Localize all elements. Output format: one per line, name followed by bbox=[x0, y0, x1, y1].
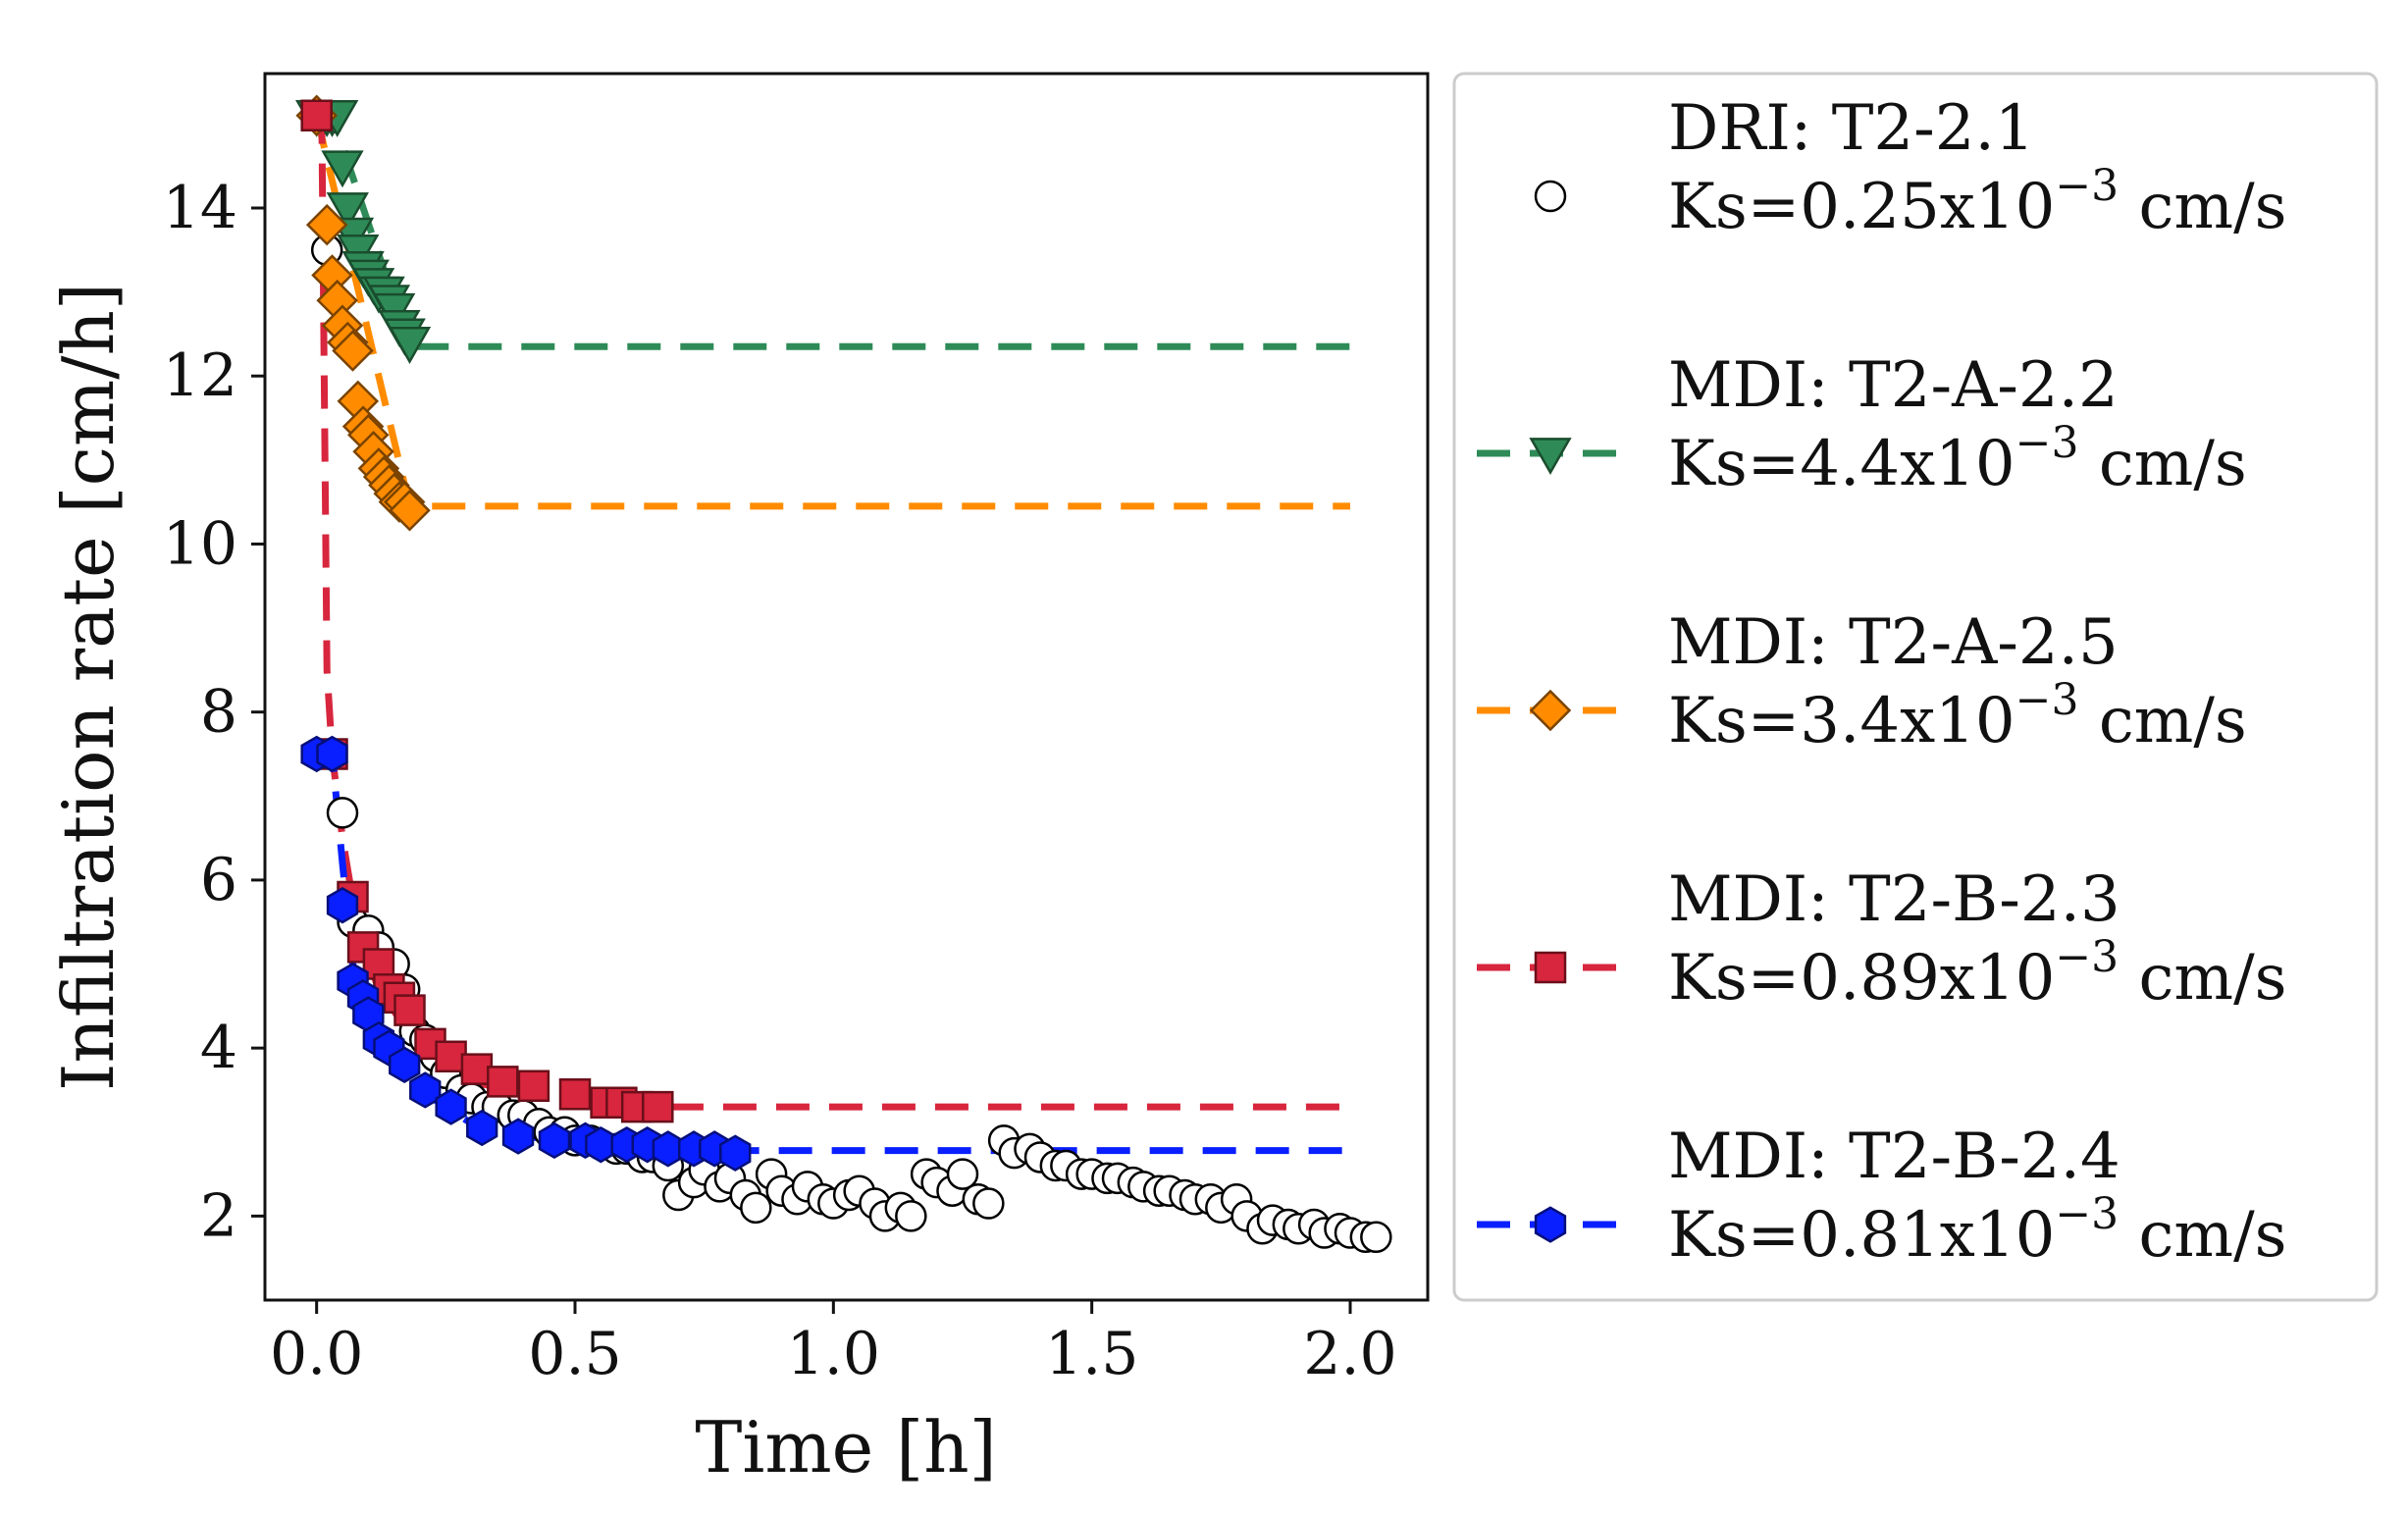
legend-series-name-0: DRI: T2-2.1 bbox=[1668, 92, 2035, 165]
series-1-point bbox=[321, 150, 364, 188]
x-tick-label: 0.5 bbox=[528, 1320, 621, 1388]
series-0-point bbox=[326, 797, 359, 829]
legend-ks-4: Ks=0.81x10−3 cm/s bbox=[1668, 1189, 2286, 1272]
legend-ks-3: Ks=0.89x10−3 cm/s bbox=[1668, 932, 2286, 1015]
series-3-point bbox=[487, 1066, 519, 1098]
legend-marker-0 bbox=[1534, 180, 1567, 213]
series-0-point bbox=[946, 1158, 979, 1190]
y-axis-label: Infiltration rate [cm/h] bbox=[47, 283, 130, 1091]
legend-marker-4 bbox=[1534, 1206, 1567, 1243]
series-1-fit-line bbox=[316, 112, 1350, 350]
y-tick-label: 2 bbox=[200, 1181, 237, 1250]
y-tick-label: 6 bbox=[200, 846, 237, 914]
series-3-fit-line bbox=[316, 112, 1350, 1111]
series-1-point bbox=[388, 327, 432, 365]
legend-ks-2: Ks=3.4x10−3 cm/s bbox=[1668, 675, 2247, 757]
y-tick-label: 10 bbox=[163, 509, 237, 578]
legend-ks-1: Ks=4.4x10−3 cm/s bbox=[1668, 418, 2247, 500]
series-2-point bbox=[305, 203, 348, 246]
legend-marker-3 bbox=[1534, 951, 1567, 984]
series-0-point bbox=[740, 1191, 772, 1225]
series-2-fit-line bbox=[313, 114, 1350, 510]
series-0-point bbox=[972, 1187, 1005, 1220]
series-4-point bbox=[326, 886, 359, 924]
series-0-point bbox=[1360, 1221, 1392, 1254]
y-tick-label: 4 bbox=[200, 1014, 237, 1082]
series-4-point bbox=[409, 1071, 442, 1109]
series-3-point bbox=[300, 99, 333, 132]
y-tick-label: 8 bbox=[200, 678, 237, 747]
y-tick-label: 12 bbox=[163, 341, 237, 410]
series-0-point bbox=[895, 1200, 927, 1232]
legend-series-name-3: MDI: T2-B-2.3 bbox=[1668, 863, 2120, 936]
legend-series-name-1: MDI: T2-A-2.2 bbox=[1668, 349, 2119, 422]
series-2-point bbox=[389, 489, 431, 532]
x-tick-label: 1.0 bbox=[787, 1320, 880, 1388]
legend-marker-2 bbox=[1529, 689, 1572, 732]
series-2-point bbox=[332, 330, 374, 372]
series-4-point bbox=[719, 1134, 752, 1172]
x-tick-label: 0.0 bbox=[270, 1320, 363, 1388]
legend-series-name-4: MDI: T2-B-2.4 bbox=[1668, 1121, 2120, 1193]
y-tick-label: 14 bbox=[163, 174, 237, 242]
plot-area bbox=[295, 94, 1392, 1254]
plot-frame bbox=[263, 72, 1430, 1302]
axes: 0.0 0.5 1.0 1.5 2.0 2 4 6 8 10 12 14 bbox=[163, 174, 1397, 1388]
series-3-point bbox=[517, 1070, 550, 1102]
series-4-point bbox=[316, 735, 348, 773]
legend: DRI: T2-2.1Ks=0.25x10−3 cm/s MDI: T2-A-2.… bbox=[1477, 92, 2286, 1272]
series-3-point bbox=[558, 1077, 592, 1111]
series-1-point bbox=[326, 192, 369, 231]
series-4-point bbox=[538, 1122, 571, 1160]
legend-frame bbox=[1452, 72, 2379, 1302]
x-tick-label: 1.5 bbox=[1045, 1320, 1138, 1388]
x-axis-label: Time [h] bbox=[695, 1406, 996, 1488]
legend-series-name-2: MDI: T2-A-2.5 bbox=[1668, 606, 2119, 679]
series-3-point bbox=[642, 1090, 674, 1123]
series-4-point bbox=[389, 1046, 421, 1083]
series-4-point bbox=[435, 1088, 467, 1125]
legend-marker-1 bbox=[1529, 438, 1572, 476]
series-4-point bbox=[466, 1109, 498, 1147]
x-tick-label: 2.0 bbox=[1303, 1320, 1396, 1388]
series-3-point bbox=[393, 994, 426, 1026]
series-4-point bbox=[501, 1118, 535, 1155]
legend-ks-0: Ks=0.25x10−3 cm/s bbox=[1668, 161, 2286, 243]
